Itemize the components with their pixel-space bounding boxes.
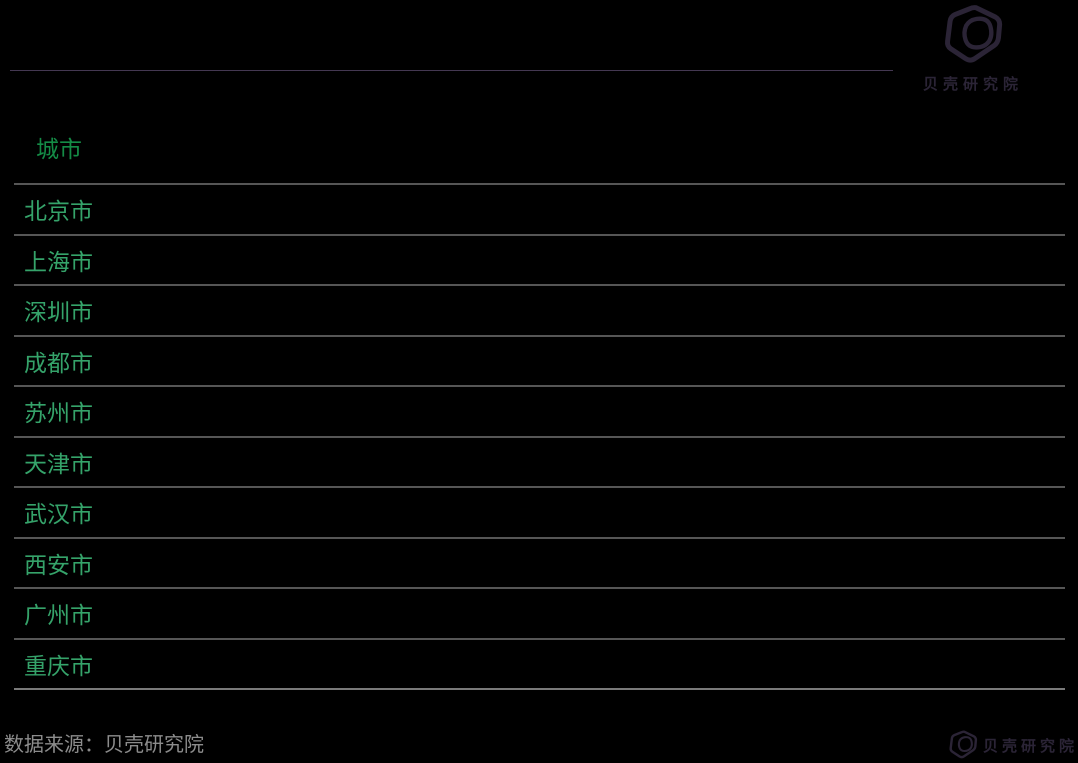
city-cell: 武汉市 (24, 501, 93, 528)
city-cell: 西安市 (24, 551, 93, 578)
data-source-note: 数据来源：贝壳研究院 (4, 734, 204, 756)
table-row: 西安市 (14, 539, 1065, 589)
table-row: 上海市 (14, 236, 1065, 286)
table-row: 苏州市 (14, 387, 1065, 438)
beike-house-icon-small (949, 730, 978, 759)
city-cell: 重庆市 (24, 652, 93, 679)
table-row: 深圳市 (14, 286, 1065, 337)
table-row: 天津市 (14, 438, 1065, 488)
city-cell: 成都市 (24, 349, 93, 376)
brand-logo-top-label: 贝壳研究院 (922, 76, 1023, 93)
brand-logo-bottom: 贝壳研究院 (948, 729, 1078, 761)
city-cell: 广州市 (24, 602, 93, 629)
city-cell: 上海市 (24, 248, 93, 275)
city-cell: 天津市 (24, 450, 93, 477)
table-row: 成都市 (14, 337, 1065, 387)
table-header-row: 城市 (14, 110, 1065, 185)
header-divider (10, 70, 893, 71)
brand-logo-bottom-label: 贝壳研究院 (982, 737, 1078, 755)
table-row: 广州市 (14, 589, 1065, 640)
table-row: 武汉市 (14, 488, 1065, 539)
column-header-city: 城市 (36, 135, 82, 162)
brand-logo-top: 贝壳研究院 (908, 4, 1038, 94)
table-row: 重庆市 (14, 640, 1065, 690)
table-row: 北京市 (14, 185, 1065, 236)
city-cell: 北京市 (24, 198, 93, 225)
beike-house-icon (945, 5, 1003, 63)
city-cell: 深圳市 (24, 299, 93, 326)
table-body: 北京市上海市深圳市成都市苏州市天津市武汉市西安市广州市重庆市 (14, 185, 1065, 690)
city-table: 城市 北京市上海市深圳市成都市苏州市天津市武汉市西安市广州市重庆市 (14, 110, 1065, 690)
city-cell: 苏州市 (24, 400, 93, 427)
